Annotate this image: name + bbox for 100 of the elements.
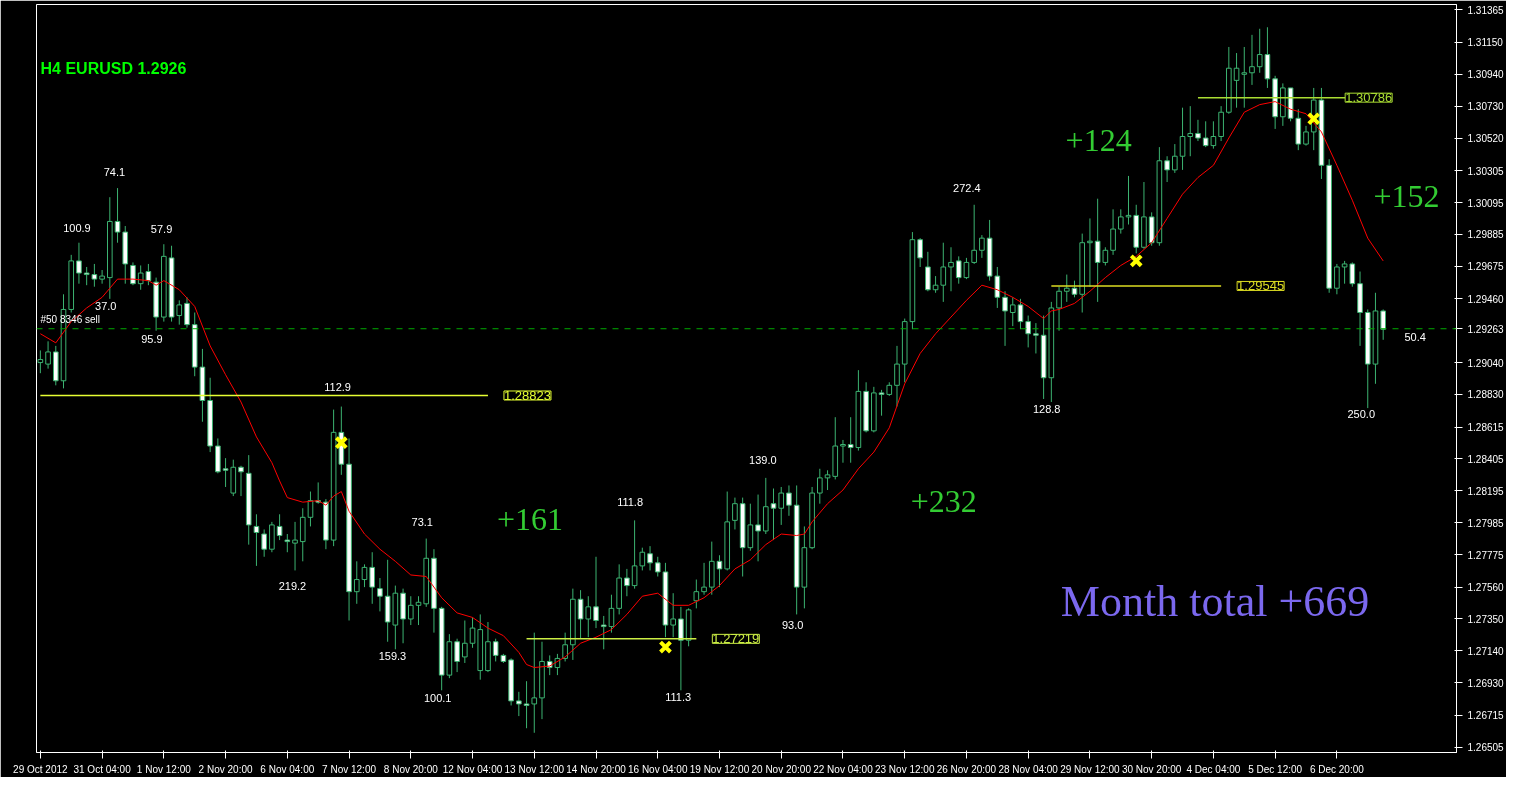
candlestick	[1179, 107, 1186, 171]
candlestick	[407, 595, 414, 626]
annotation: 159.3	[378, 650, 407, 663]
point	[334, 435, 349, 450]
x-tick-label: 19 Nov 12:00	[689, 763, 750, 775]
candlestick	[261, 528, 267, 558]
candlestick	[1033, 322, 1039, 354]
candlestick	[516, 691, 522, 717]
annotation: 95.9	[141, 332, 163, 345]
annotation: 272.4	[953, 181, 981, 194]
candlestick	[994, 266, 1001, 309]
x-tick-label: 31 Oct 04:00	[73, 763, 132, 775]
candlestick	[1117, 208, 1124, 235]
y-tick-label: 1.29675	[1467, 261, 1505, 273]
candlestick	[1187, 105, 1194, 157]
annotation: 219.2	[278, 579, 307, 592]
candlestick	[238, 465, 244, 497]
x-tick-label: 7 Nov 12:00	[322, 763, 377, 775]
candlestick	[1380, 308, 1386, 341]
candlestick	[778, 486, 785, 526]
annotation: 93.0	[781, 618, 804, 631]
candlestick	[948, 246, 954, 292]
y-tick-label: 1.30730	[1467, 101, 1505, 113]
x-tick-label: 6 Dec 20:00	[1309, 763, 1365, 775]
x-tick-label: 16 Nov 04:00	[628, 763, 688, 775]
annotation: +152	[1373, 177, 1440, 214]
y-tick-label: 1.27985	[1467, 517, 1505, 529]
y-tick-label: 1.26505	[1467, 742, 1505, 754]
point	[658, 640, 673, 654]
y-tick-label: 1.26715	[1467, 710, 1505, 722]
y-tick-label: 1.31365	[1467, 4, 1505, 16]
y-tick-label: 1.28830	[1467, 389, 1505, 401]
candlestick	[755, 494, 761, 562]
candlestick	[1334, 263, 1340, 295]
text: H4 EURUSD 1.2926	[40, 59, 187, 77]
candlestick	[840, 439, 846, 464]
y-tick-label: 1.29885	[1467, 229, 1505, 241]
y-tick-label: 1.27350	[1467, 613, 1505, 625]
candlestick	[1087, 217, 1093, 288]
y-tick-label: 1.28405	[1467, 453, 1505, 465]
y-tick-label: 1.27560	[1467, 582, 1505, 594]
x-tick-label: 2 Nov 20:00	[198, 763, 253, 775]
y-tick-label: 1.27140	[1467, 645, 1505, 657]
data-label: 1.30786	[1345, 90, 1393, 106]
point	[1129, 253, 1144, 268]
candlestick	[454, 638, 460, 673]
annotation: 111.8	[617, 496, 644, 509]
candlestick	[99, 269, 105, 285]
data-label: 1.28823	[503, 387, 551, 403]
candlestick	[647, 545, 653, 571]
x-tick-label: 14 Nov 20:00	[566, 763, 627, 775]
candlestick	[415, 595, 422, 626]
x-tick-label: 28 Nov 04:00	[998, 763, 1059, 775]
candlestick	[593, 556, 599, 629]
candlestick	[770, 488, 777, 541]
candlestick	[693, 579, 700, 609]
candlestick	[925, 251, 931, 292]
candlestick	[979, 234, 985, 259]
candlestick	[631, 519, 638, 590]
candlestick	[940, 242, 947, 303]
candlestick	[45, 340, 51, 370]
x-tick-label: 4 Dec 04:00	[1186, 763, 1241, 775]
y-tick-label: 1.31150	[1467, 37, 1504, 49]
candlestick	[1110, 208, 1116, 256]
candlestick	[462, 620, 468, 664]
candlestick	[531, 632, 538, 734]
x-tick-label: 1 Nov 12:00	[136, 763, 192, 775]
y-tick-label: 1.30305	[1467, 165, 1505, 177]
candlestick	[817, 468, 823, 505]
x-tick-label: 8 Nov 20:00	[383, 763, 439, 775]
x-tick-label: 5 Dec 12:00	[1248, 763, 1303, 775]
candlestick	[1164, 155, 1170, 183]
candlestick	[701, 562, 707, 596]
x-tick-label: 22 Nov 04:00	[813, 763, 874, 775]
candlestick	[377, 577, 383, 612]
annotation: 139.0	[749, 454, 777, 467]
annotation: +232	[910, 482, 977, 519]
annotation: 100.1	[423, 691, 452, 704]
x-tick-label: 30 Nov 20:00	[1121, 763, 1182, 775]
annotation: 250.0	[1347, 407, 1376, 420]
candlestick	[654, 556, 661, 577]
data-label: 1.29545	[1237, 278, 1285, 294]
annotation: 74.1	[103, 166, 126, 179]
annotation: 57.9	[150, 222, 173, 235]
candlestick	[1017, 298, 1024, 330]
annotation: 73.1	[411, 515, 433, 528]
candlestick	[732, 497, 738, 530]
candlestick	[1195, 119, 1201, 142]
candlestick	[253, 513, 260, 567]
candlestick	[678, 606, 684, 691]
annotation: 100.9	[63, 221, 91, 234]
candlestick	[76, 242, 82, 285]
candlestick	[523, 680, 530, 729]
candlestick	[1009, 296, 1016, 327]
data-label: 1.27219	[712, 631, 760, 647]
y-tick-label: 1.30940	[1467, 69, 1505, 81]
candlestick	[639, 547, 646, 571]
text: 50.4	[1404, 330, 1426, 343]
annotation: 111.3	[665, 690, 692, 703]
y-tick-label: 1.26930	[1467, 677, 1505, 689]
